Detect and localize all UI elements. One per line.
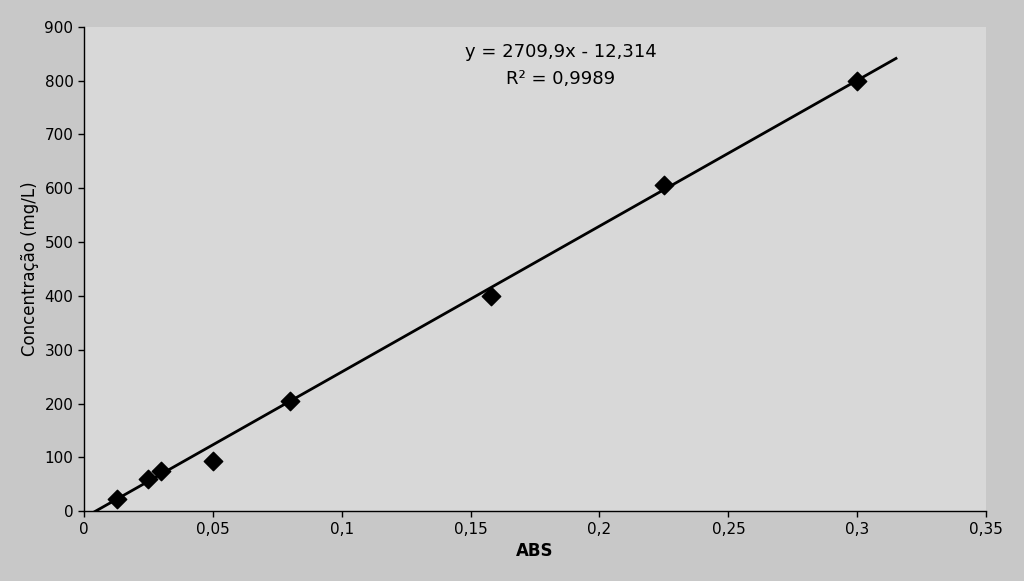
Point — [483, 291, 500, 300]
Text: R² = 0,9989: R² = 0,9989 — [506, 70, 615, 88]
Point — [153, 466, 169, 475]
Point — [282, 396, 298, 406]
X-axis label: ABS: ABS — [516, 542, 554, 560]
Point — [140, 474, 157, 483]
Y-axis label: Concentração (mg/L): Concentração (mg/L) — [20, 182, 39, 356]
Point — [849, 76, 865, 85]
Text: y = 2709,9x - 12,314: y = 2709,9x - 12,314 — [465, 43, 656, 61]
Point — [205, 457, 221, 466]
Point — [655, 180, 672, 189]
Point — [110, 494, 126, 504]
